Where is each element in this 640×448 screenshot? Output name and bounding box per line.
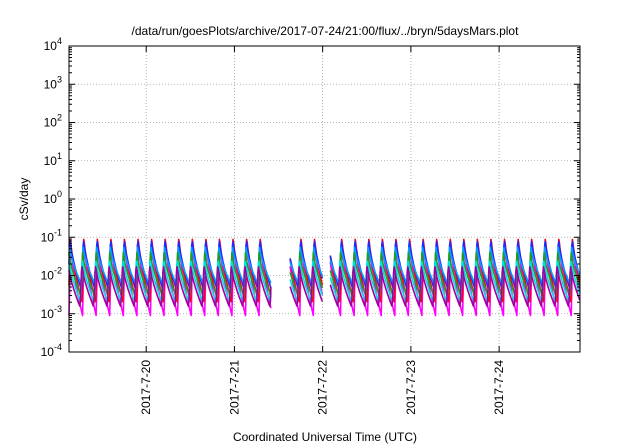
series-group: [68, 238, 581, 317]
y-tick-label-exponent: 0: [57, 189, 62, 199]
y-tick-label-exponent: 4: [57, 36, 62, 46]
y-tick-label-base: 10: [41, 269, 55, 283]
x-tick-label: 2017-7-22: [316, 360, 330, 415]
y-axis-label: cSv/day: [17, 178, 31, 221]
y-tick-label: 10-2: [41, 266, 62, 283]
series-line: [68, 246, 581, 284]
x-tick-label: 2017-7-20: [139, 360, 153, 415]
y-tick-label: 102: [44, 113, 62, 130]
y-tick-label-exponent: 1: [57, 151, 62, 161]
y-tick-label-base: 10: [44, 116, 58, 130]
y-tick-label: 10-1: [41, 227, 62, 244]
y-tick-label: 104: [44, 36, 62, 53]
x-tick-label: 2017-7-24: [492, 360, 506, 415]
x-axis: 2017-7-20 2017-7-21 2017-7-22 2017-7-23 2017…: [139, 46, 506, 415]
y-tick-label-exponent: -1: [54, 227, 62, 237]
y-tick-label-base: 10: [41, 307, 55, 321]
x-tick-label: 2017-7-21: [227, 360, 241, 415]
y-tick-label-exponent: 2: [57, 113, 62, 123]
y-tick-label-exponent: -2: [54, 266, 62, 276]
y-tick-label: 100: [44, 189, 62, 206]
y-tick-label: 103: [44, 74, 62, 91]
y-tick-label: 101: [44, 151, 62, 168]
x-tick-label: 2017-7-23: [404, 360, 418, 415]
y-tick-label-exponent: -4: [54, 342, 62, 352]
y-tick-label: 10-4: [41, 342, 62, 359]
y-tick-label-base: 10: [44, 39, 58, 53]
series-line: [68, 266, 581, 307]
x-axis-label: Coordinated Universal Time (UTC): [233, 430, 417, 444]
y-tick-label-base: 10: [41, 345, 55, 359]
y-tick-label-base: 10: [44, 77, 58, 91]
y-tick-label-exponent: 3: [57, 74, 62, 84]
y-tick-label-base: 10: [44, 154, 58, 168]
chart-title: /data/run/goesPlots/archive/2017-07-24/2…: [132, 24, 520, 38]
y-tick-label-exponent: -3: [54, 304, 62, 314]
y-tick-label-base: 10: [41, 230, 55, 244]
y-tick-label: 10-3: [41, 304, 62, 321]
series-line: [68, 260, 581, 303]
series-line: [68, 251, 581, 297]
y-tick-label-base: 10: [44, 192, 58, 206]
